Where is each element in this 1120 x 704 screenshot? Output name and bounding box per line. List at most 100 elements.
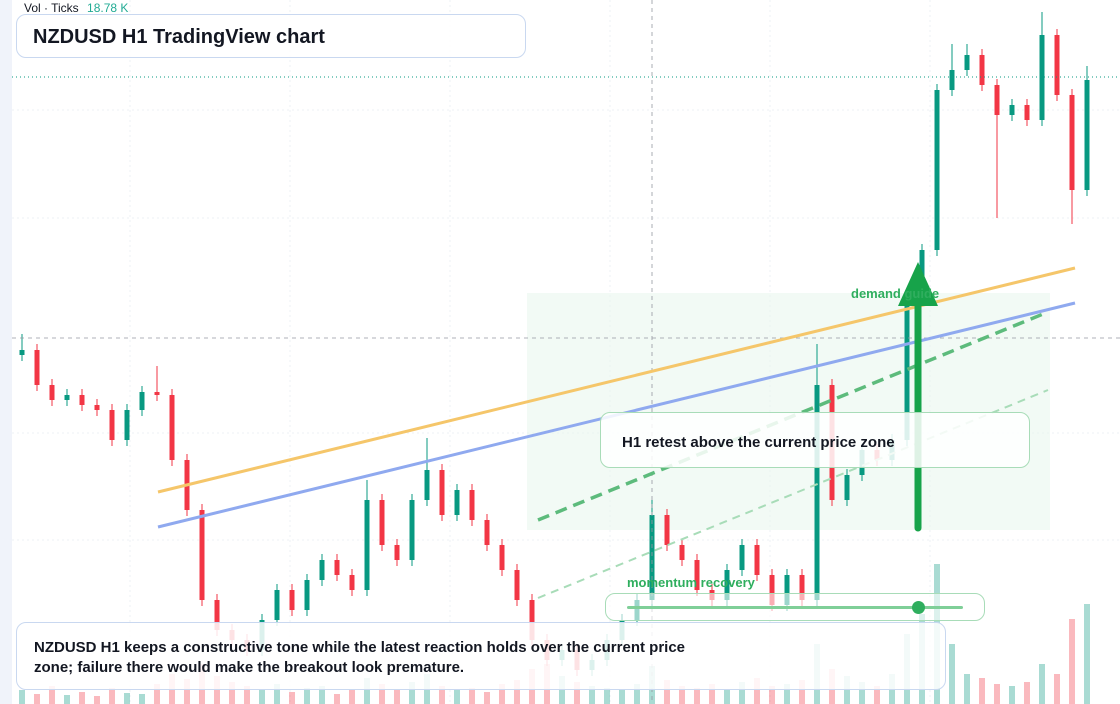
volume-bar: [19, 690, 25, 704]
candle-body: [529, 600, 535, 640]
candle-body: [499, 545, 505, 570]
momentum-bar: [627, 606, 963, 609]
candle-body: [19, 350, 25, 355]
note: NZDUSD H1 keeps a constructive tone whil…: [16, 622, 946, 690]
candle-body: [934, 90, 940, 250]
candle-body: [1039, 35, 1045, 120]
candle-body: [979, 55, 985, 85]
candle-body: [1084, 80, 1090, 190]
volume-bar: [214, 676, 220, 704]
volume-bar: [559, 676, 565, 704]
candle-body: [754, 545, 760, 575]
candle-body: [949, 70, 955, 90]
candle-body: [1024, 105, 1030, 120]
candle-body: [49, 385, 55, 400]
candle-body: [724, 570, 730, 600]
momentum-dot: [912, 601, 925, 614]
volume-bar: [679, 686, 685, 704]
volume-bar: [769, 686, 775, 704]
candle-layer: [19, 12, 1090, 676]
volume-bar: [49, 686, 55, 704]
candle-body: [334, 560, 340, 575]
candle-body: [169, 395, 175, 460]
candle-body: [964, 55, 970, 70]
volume-bar: [79, 692, 85, 704]
volume-bar: [244, 686, 250, 704]
volume-bar: [979, 678, 985, 704]
volume-bar: [394, 689, 400, 704]
arrow-head: [898, 262, 938, 306]
candle-body: [94, 405, 100, 410]
candle-body: [64, 395, 70, 400]
volume-bar: [634, 684, 640, 704]
candle-body: [664, 515, 670, 545]
volume-bar: [739, 682, 745, 704]
annotation: momentum recovery: [627, 575, 756, 590]
candle-body: [409, 500, 415, 560]
volume-bar: [994, 684, 1000, 704]
volume-bar: [1039, 664, 1045, 704]
volume-bar: [364, 678, 370, 704]
volume-bar: [1069, 619, 1075, 704]
volume-bar: [874, 686, 880, 704]
candle-body: [1009, 105, 1015, 115]
volume-bar: [1009, 686, 1015, 704]
candle-body: [694, 560, 700, 590]
candle-body: [799, 575, 805, 600]
volume-bar: [124, 693, 130, 704]
volume-bar: [619, 690, 625, 704]
candle-body: [904, 300, 910, 440]
annotation-box: H1 retest above the current price zone: [600, 412, 1030, 468]
candle-body: [349, 575, 355, 590]
candle-body: [514, 570, 520, 600]
momentum-box: [605, 593, 985, 621]
candle-body: [214, 600, 220, 630]
candle-body: [379, 500, 385, 545]
volume-bar: [184, 679, 190, 704]
volume-bar: [754, 678, 760, 704]
candle-body: [364, 500, 370, 590]
volume-bar: [859, 682, 865, 704]
candle-body: [79, 395, 85, 405]
candle-body: [1054, 35, 1060, 95]
volume-bar: [499, 684, 505, 704]
volume-value: 18.78 K: [87, 1, 129, 15]
volume-label: Vol · Ticks: [24, 1, 79, 15]
volume-bar: [34, 694, 40, 704]
volume-bar: [694, 688, 700, 704]
volume-bar: [514, 680, 520, 704]
candle-body: [139, 392, 145, 410]
chart-title: NZDUSD H1 TradingView chart: [16, 14, 526, 58]
volume-bar: [469, 688, 475, 704]
channel-line: [537, 389, 1049, 599]
volume-bar: [139, 694, 145, 704]
candle-body: [124, 410, 130, 440]
candle-body: [994, 85, 1000, 115]
candle-body: [784, 575, 790, 605]
left-strip: [0, 0, 12, 704]
volume-bar: [289, 692, 295, 704]
volume-bar: [349, 690, 355, 704]
volume-bar: [589, 686, 595, 704]
volume-bar: [709, 684, 715, 704]
volume-bar: [1084, 604, 1090, 704]
candle-body: [274, 590, 280, 620]
volume-bar: [94, 696, 100, 704]
annotation: demand guide: [851, 286, 939, 301]
volume-bar: [229, 682, 235, 704]
candle-body: [469, 490, 475, 520]
candle-body: [34, 350, 40, 385]
volume-bar: [454, 690, 460, 704]
volume-bar: [964, 674, 970, 704]
volume-bar: [109, 688, 115, 704]
candle-body: [289, 590, 295, 610]
volume-bar: [784, 684, 790, 704]
candle-body: [1069, 95, 1075, 190]
volume-bar: [64, 695, 70, 704]
volume-bar: [574, 682, 580, 704]
volume-bar: [1054, 674, 1060, 704]
candle-body: [394, 545, 400, 560]
volume-bar: [484, 692, 490, 704]
volume-bar: [379, 684, 385, 704]
volume-bar: [409, 682, 415, 704]
